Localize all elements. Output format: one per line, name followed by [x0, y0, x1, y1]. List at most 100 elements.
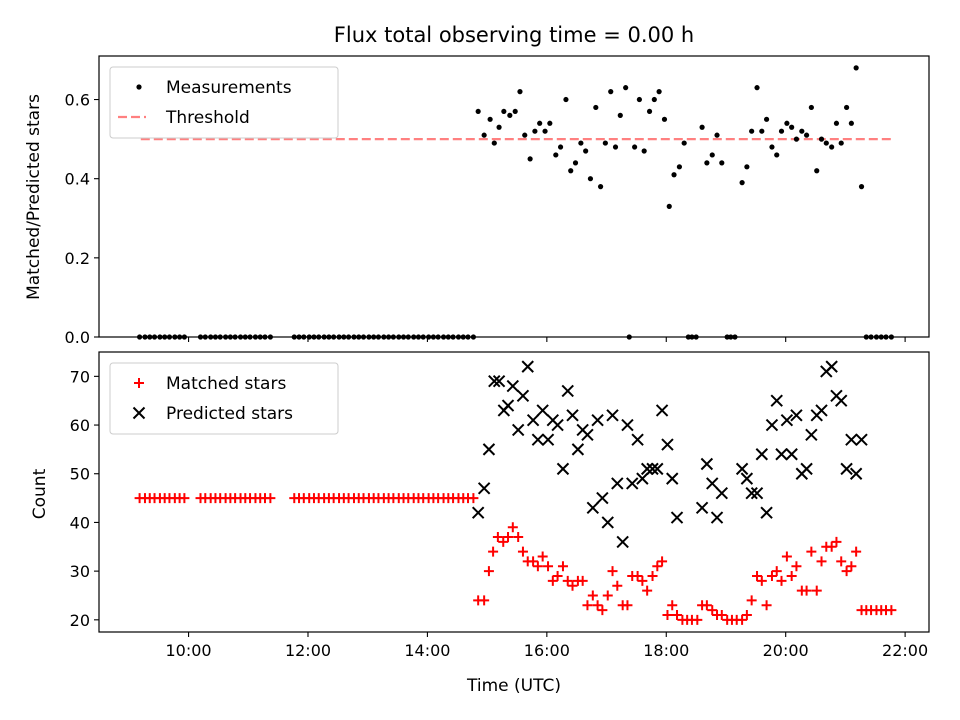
top-legend: Measurements Threshold	[109, 66, 339, 139]
chart-title: Flux total observing time = 0.00 h	[334, 23, 694, 47]
top-panel: 0.0 0.2 0.4 0.6 Measurements Threshold	[65, 55, 930, 347]
data-point	[781, 551, 792, 562]
data-point	[838, 140, 844, 146]
data-point	[527, 156, 533, 162]
data-point	[841, 566, 852, 577]
data-point	[806, 546, 817, 557]
data-point	[642, 585, 653, 596]
data-point	[716, 609, 727, 620]
x-tick-label: 22:00	[882, 641, 928, 660]
data-point	[775, 448, 788, 461]
data-point	[571, 443, 585, 456]
data-point	[562, 575, 573, 586]
data-point	[695, 501, 709, 515]
legend-box	[109, 362, 339, 435]
data-point	[778, 128, 785, 134]
data-point	[799, 128, 805, 134]
data-point	[786, 571, 797, 581]
data-point	[831, 536, 842, 547]
data-point	[536, 404, 549, 417]
data-point	[637, 575, 648, 586]
data-point	[651, 96, 657, 103]
data-point	[612, 580, 623, 591]
data-point	[681, 140, 687, 146]
data-point	[265, 493, 276, 504]
data-point	[503, 532, 514, 543]
data-point	[836, 556, 847, 567]
data-point	[704, 160, 710, 166]
data-point	[617, 112, 623, 118]
y-tick-label: 30	[70, 562, 90, 581]
data-point	[774, 152, 780, 158]
top-axes-frame	[98, 55, 930, 338]
data-point	[488, 546, 499, 557]
data-point	[477, 482, 491, 495]
data-point	[735, 462, 749, 476]
data-point	[672, 609, 683, 620]
data-point	[616, 535, 629, 549]
y-tick-label: 60	[70, 416, 90, 435]
data-point	[581, 428, 594, 441]
data-point	[756, 575, 767, 586]
data-point	[586, 501, 600, 515]
data-point	[563, 96, 569, 103]
data-point	[506, 379, 520, 393]
y-tick-label: 70	[70, 367, 90, 386]
data-point	[647, 571, 658, 581]
legend-label: Matched stars	[166, 374, 286, 394]
data-point	[791, 561, 802, 572]
data-point	[542, 128, 548, 134]
data-point	[760, 506, 773, 519]
data-point	[593, 104, 599, 111]
data-point	[591, 413, 604, 427]
data-point	[498, 536, 509, 547]
data-point	[561, 384, 574, 398]
data-point	[547, 575, 558, 586]
bottom-axes-frame	[98, 351, 930, 633]
data-point	[825, 360, 838, 373]
data-point	[714, 132, 720, 138]
top-y-axis-label: Matched/Predicted stars	[24, 94, 44, 300]
data-point	[492, 532, 503, 543]
data-point	[744, 164, 750, 170]
y-tick-label: 0.6	[65, 91, 90, 110]
data-point	[501, 399, 515, 412]
data-point	[636, 96, 642, 103]
data-point	[848, 120, 854, 126]
data-point	[623, 85, 629, 91]
data-point	[765, 418, 779, 432]
data-point	[607, 566, 618, 577]
y-tick-label: 0.4	[65, 170, 90, 189]
data-point	[547, 120, 553, 126]
data-point	[715, 487, 729, 500]
data-point	[528, 556, 539, 567]
data-point	[487, 116, 493, 122]
data-point	[706, 477, 719, 490]
data-point	[596, 491, 609, 505]
data-point	[769, 144, 775, 150]
data-point	[816, 556, 827, 567]
data-point	[578, 140, 584, 146]
data-point	[488, 375, 501, 388]
x-tick-label: 12:00	[285, 641, 331, 660]
data-point	[572, 160, 579, 166]
data-point	[701, 600, 712, 611]
data-point	[746, 595, 757, 606]
data-point	[745, 487, 758, 500]
data-point	[632, 144, 638, 150]
legend-label: Measurements	[166, 78, 292, 98]
data-point	[833, 120, 840, 126]
data-point	[770, 394, 783, 407]
data-point	[846, 561, 857, 572]
data-point	[740, 472, 754, 485]
data-point	[801, 585, 812, 596]
x-tick-label: 10:00	[166, 641, 212, 660]
data-point	[709, 152, 715, 158]
data-point	[763, 116, 770, 122]
data-point	[641, 148, 647, 154]
data-point	[622, 600, 633, 611]
data-point	[752, 571, 763, 581]
data-point	[511, 423, 525, 437]
data-point	[492, 375, 506, 388]
